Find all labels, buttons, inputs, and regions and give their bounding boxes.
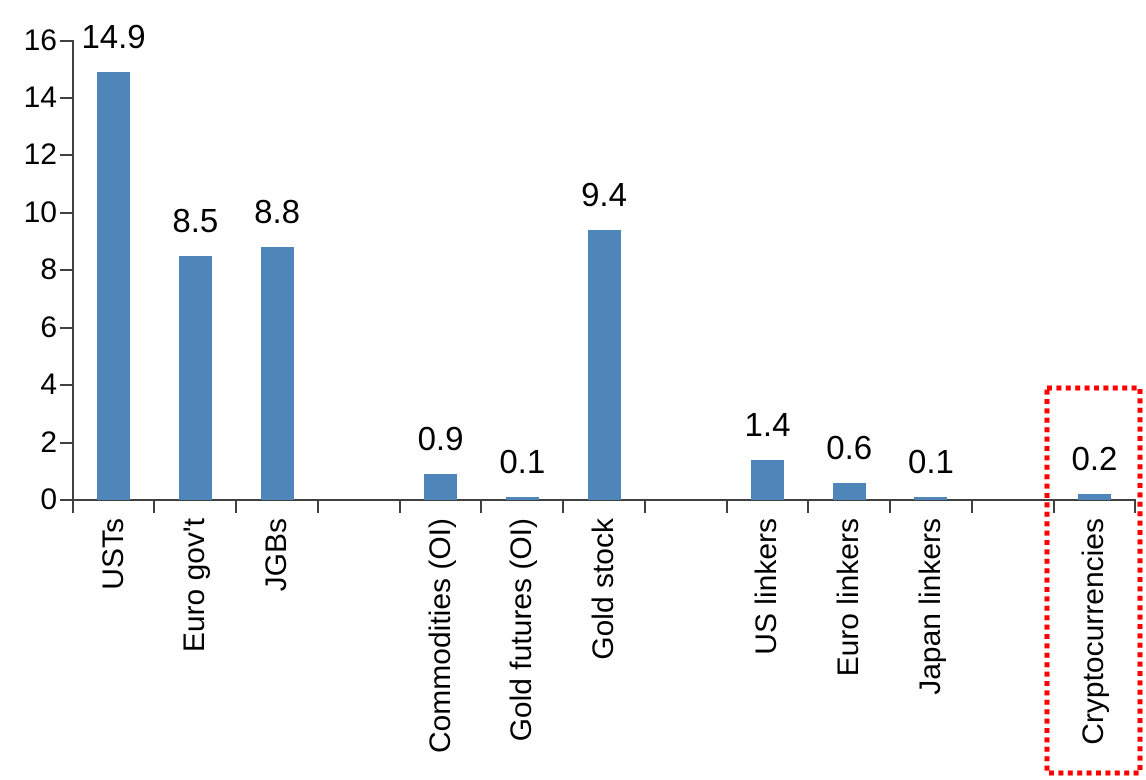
y-tick: [59, 97, 72, 100]
x-tick: [1134, 500, 1137, 513]
y-tick: [59, 39, 72, 42]
x-tick: [480, 500, 483, 513]
y-tick: [59, 211, 72, 214]
y-tick-label: 12: [23, 138, 57, 172]
x-tick: [643, 500, 646, 513]
bar-cryptocurrencies: [1077, 494, 1111, 500]
bar-value-label: 8.8: [254, 193, 300, 231]
bar-gold-futures-oi: [505, 497, 539, 500]
bar-value-label: 14.9: [81, 18, 146, 56]
category-label-euro-gov-t: Euro gov't: [178, 518, 212, 653]
y-axis-line: [71, 40, 74, 513]
bar-japan-linkers: [914, 497, 948, 500]
bar-value-label: 9.4: [581, 176, 627, 214]
x-tick: [970, 500, 973, 513]
category-label-usts: USTs: [96, 518, 130, 590]
bar-usts: [97, 72, 131, 500]
y-tick-label: 8: [40, 253, 57, 287]
x-tick: [889, 500, 892, 513]
category-label-us-linkers: US linkers: [750, 518, 784, 655]
bar-value-label: 8.5: [172, 201, 219, 239]
x-tick: [71, 500, 74, 513]
bar-euro-gov-t: [178, 255, 212, 500]
x-axis-line: [71, 499, 1137, 501]
category-label-jgbs: JGBs: [260, 518, 294, 592]
y-tick: [59, 441, 72, 444]
category-label-euro-linkers: Euro linkers: [832, 518, 866, 677]
bar-commodities-oi: [424, 474, 458, 500]
y-tick-label: 10: [23, 195, 57, 229]
y-tick-label: 2: [40, 425, 57, 459]
y-tick-label: 14: [23, 81, 57, 115]
category-label-commodities-oi: Commodities (OI): [423, 518, 457, 754]
y-tick: [59, 154, 72, 157]
x-tick: [398, 500, 401, 513]
bar-gold-stock: [587, 230, 621, 500]
x-tick: [153, 500, 156, 513]
category-label-gold-futures-oi: Gold futures (OI): [505, 518, 539, 742]
y-tick-label: 0: [40, 483, 57, 516]
bar-value-label: 0.1: [908, 443, 954, 481]
y-tick: [59, 326, 72, 329]
x-tick: [1052, 500, 1055, 513]
y-tick: [59, 269, 72, 272]
bar-value-label: 0.2: [1071, 440, 1118, 478]
x-tick: [807, 500, 810, 513]
x-tick: [725, 500, 728, 513]
y-tick-label: 4: [40, 368, 57, 402]
bar-value-label: 0.1: [499, 443, 546, 481]
bar-value-label: 0.6: [826, 428, 873, 466]
bar-euro-linkers: [832, 482, 866, 500]
highlight-box: [1044, 385, 1143, 776]
bar-value-label: 0.9: [417, 420, 464, 458]
y-tick-label: 6: [40, 310, 57, 344]
bar-value-label: 1.4: [744, 405, 791, 443]
x-tick: [562, 500, 565, 513]
y-tick: [59, 499, 72, 501]
category-label-japan-linkers: Japan linkers: [913, 518, 947, 695]
y-tick-label: 16: [23, 23, 57, 57]
x-tick: [235, 500, 238, 513]
bar-jgbs: [260, 247, 294, 500]
bar-us-linkers: [750, 459, 784, 500]
category-label-gold-stock: Gold stock: [587, 518, 620, 660]
y-tick: [59, 384, 72, 387]
x-tick: [316, 500, 319, 513]
highlight-box-border: [1044, 385, 1143, 776]
